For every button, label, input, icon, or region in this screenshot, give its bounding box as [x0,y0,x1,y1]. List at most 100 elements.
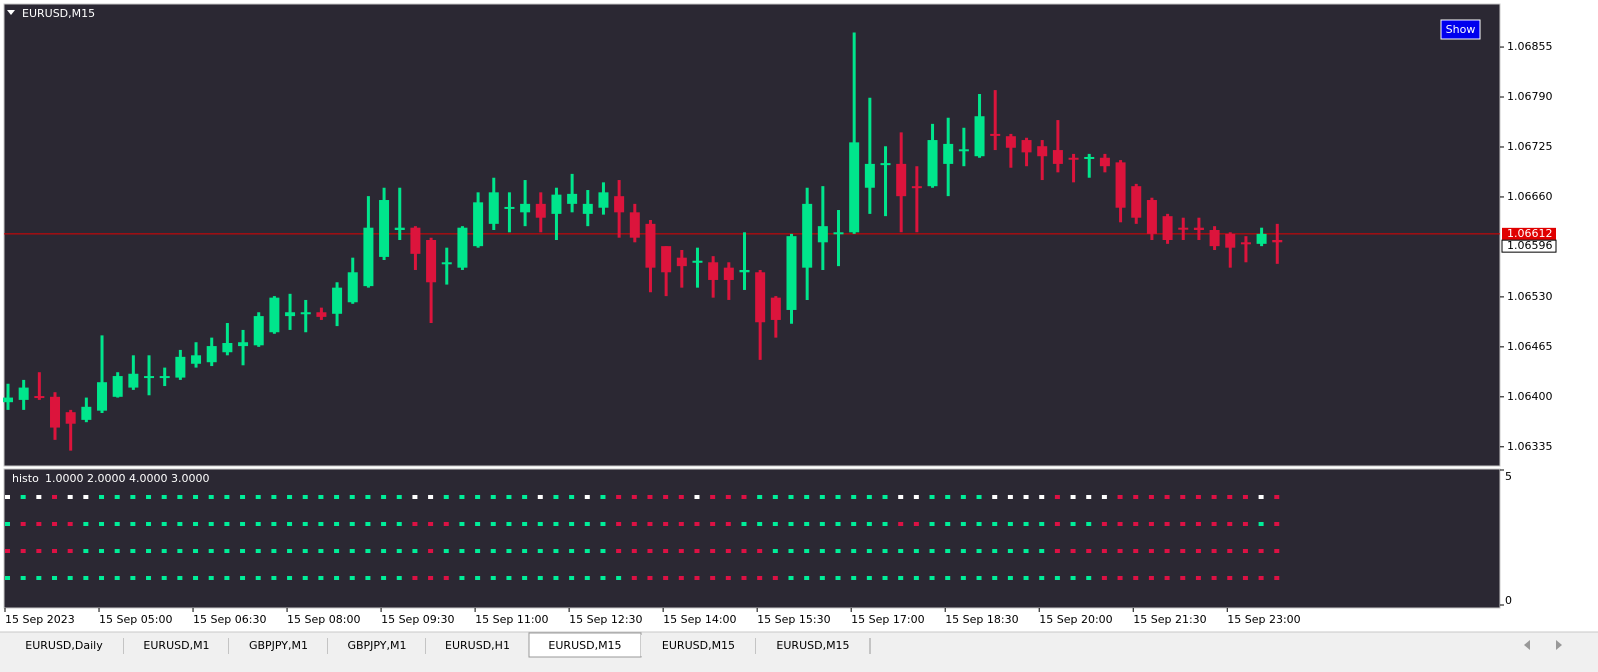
tab[interactable] [641,635,756,656]
histo-dot [381,522,387,526]
histo-dot [271,495,277,499]
candle-body [520,203,531,213]
histo-dot [882,576,888,580]
histo-dot [412,549,418,553]
tab[interactable] [328,635,426,656]
candle-body [770,297,781,320]
histo-dot [67,549,73,553]
histo-dot [851,495,857,499]
tab-label[interactable]: EURUSD,M15 [776,639,849,652]
tab-label[interactable]: GBPJPY,M1 [347,639,406,652]
scroll-right[interactable] [1556,640,1562,650]
tab-label[interactable]: EURUSD,Daily [25,639,103,652]
histo-dot [428,576,434,580]
candle-body [833,232,844,235]
histo-dot [52,495,58,499]
candle-body [112,376,123,397]
x-tick-label: 15 Sep 23:00 [1227,613,1300,626]
collapse-arrow[interactable] [7,10,15,15]
candle-body [363,227,374,287]
histo-dot [349,576,355,580]
tab[interactable] [124,635,229,656]
histo-dot [569,495,575,499]
histo-dot [349,495,355,499]
histo-dot [1117,495,1123,499]
tab[interactable] [528,632,642,658]
histo-dot [67,522,73,526]
y-tick-label: 1.06660 [1507,190,1553,203]
histo-dot [616,522,622,526]
indicator-title: histo [12,472,39,485]
y-tick-label: 0 [1505,594,1512,607]
histo-dot [255,522,261,526]
histo-dot [851,576,857,580]
candle-body [1099,157,1110,167]
histo-dot [208,576,214,580]
x-tick-label: 15 Sep 20:00 [1039,613,1112,626]
candle-body [1146,200,1157,234]
candle-body [285,312,296,317]
tab[interactable] [756,635,870,656]
histo-dot [913,549,919,553]
histo-dot [20,576,26,580]
tab-label[interactable]: EURUSD,M15 [662,639,735,652]
histo-dot [1070,576,1076,580]
tab-label[interactable]: EURUSD,M15 [548,639,621,652]
histo-dot [600,522,606,526]
histo-dot [1164,576,1170,580]
histo-dot [52,549,58,553]
histo-dot [412,495,418,499]
candle-body [911,186,922,189]
histo-dot [490,576,496,580]
histo-dot [240,576,246,580]
histo-dot [584,576,590,580]
tab[interactable] [426,635,529,656]
histo-dot [459,495,465,499]
tab[interactable] [4,635,124,656]
histo-dot [459,522,465,526]
histo-dot [913,522,919,526]
histo-dot [1258,576,1264,580]
histo-dot [224,549,230,553]
show-button-label[interactable]: Show [1446,23,1476,36]
histo-dot [1227,495,1233,499]
histo-dot [1133,522,1139,526]
histo-dot [1274,522,1280,526]
histo-dot [255,549,261,553]
histo-dot [1007,549,1013,553]
tab[interactable] [229,635,328,656]
tab-label[interactable]: EURUSD,H1 [445,639,510,652]
histo-dot [537,522,543,526]
tab-label[interactable]: EURUSD,M1 [143,639,209,652]
tab-label[interactable]: GBPJPY,M1 [249,639,308,652]
candle-body [65,412,76,424]
candle-body [473,202,484,247]
histo-dot [428,495,434,499]
histo-dot [381,549,387,553]
histo-dot [99,576,105,580]
histo-dot [318,576,324,580]
histo-dot [913,576,919,580]
bid-label-box [1501,239,1557,253]
candle-body [645,223,656,268]
histo-dot [287,549,293,553]
histo-dot [302,576,308,580]
histo-dot [1039,549,1045,553]
histo-dot [1242,549,1248,553]
x-tick-label: 15 Sep 17:00 [851,613,924,626]
show-button[interactable] [1440,19,1481,40]
histo-dot [804,549,810,553]
candle-body [300,312,311,315]
indicator-area [3,468,1501,609]
histo-dot [36,576,42,580]
scroll-left[interactable] [1524,640,1530,650]
candle-body [206,346,217,363]
histo-dot [1180,576,1186,580]
histo-dot [788,549,794,553]
histo-dot [819,549,825,553]
histo-dot [788,495,794,499]
candle-body [332,287,343,314]
histo-dot [694,549,700,553]
x-tick-label: 15 Sep 05:00 [99,613,172,626]
histo-dot [161,549,167,553]
